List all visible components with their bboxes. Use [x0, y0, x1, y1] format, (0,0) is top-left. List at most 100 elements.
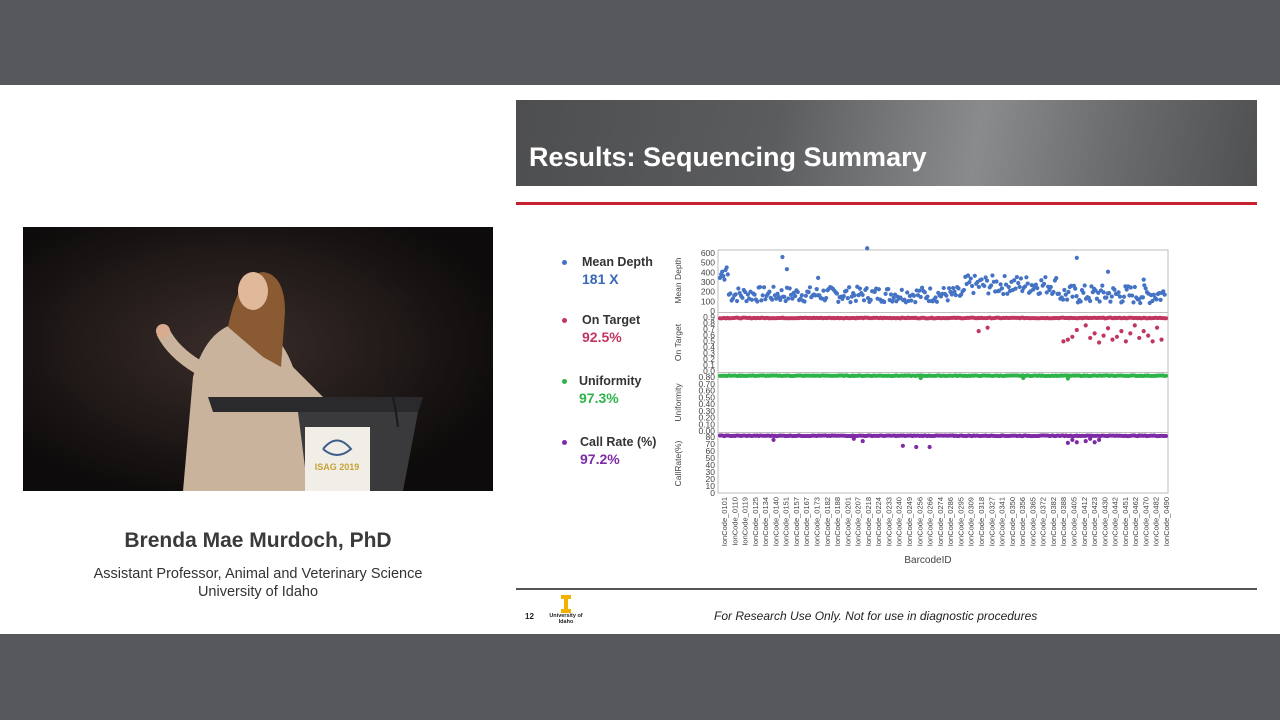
- data-point: [913, 300, 918, 305]
- data-point: [1108, 299, 1113, 304]
- data-point: [1083, 438, 1088, 444]
- data-point: [1078, 299, 1083, 304]
- y-axis-label: CallRate(%): [673, 440, 683, 486]
- x-tick-label: IonCode_0266: [926, 497, 935, 546]
- y-tick-label: 0.30: [698, 406, 715, 416]
- data-point: [928, 286, 933, 291]
- data-point: [844, 288, 849, 293]
- data-point: [998, 282, 1003, 287]
- data-point: [787, 286, 792, 291]
- x-tick-label: IonCode_0167: [802, 497, 811, 546]
- data-point: [763, 297, 768, 302]
- y-tick-label: 0.1: [703, 360, 715, 370]
- data-point: [755, 299, 760, 304]
- data-point: [852, 293, 857, 298]
- data-point: [1065, 376, 1070, 381]
- y-tick-label: 60: [706, 446, 716, 456]
- data-point: [1138, 300, 1143, 306]
- data-point: [857, 286, 863, 291]
- x-tick-label: IonCode_0341: [998, 497, 1007, 546]
- data-point: [1013, 286, 1018, 291]
- data-point: [1039, 278, 1044, 283]
- data-point: [793, 293, 798, 299]
- data-point: [946, 286, 952, 291]
- data-point: [898, 295, 903, 300]
- data-point: [888, 292, 894, 297]
- data-point: [986, 291, 991, 296]
- x-tick-label: IonCode_0442: [1111, 497, 1120, 546]
- data-point: [979, 277, 984, 282]
- x-tick-label: IonCode_0286: [946, 497, 955, 546]
- data-point: [1018, 276, 1024, 281]
- x-tick-label: IonCode_0356: [1018, 497, 1027, 546]
- data-point: [1082, 283, 1087, 288]
- slide-header: Results: Sequencing Summary: [516, 100, 1257, 186]
- data-point: [1065, 440, 1070, 445]
- x-tick-label: IonCode_0218: [864, 497, 873, 546]
- data-point: [1141, 277, 1146, 282]
- data-point: [799, 293, 804, 298]
- y-tick-label: 70: [706, 439, 716, 449]
- data-point: [933, 295, 938, 300]
- x-tick-label: IonCode_0256: [915, 497, 924, 546]
- data-point: [1048, 284, 1053, 290]
- data-point: [951, 285, 956, 291]
- data-point: [894, 299, 899, 304]
- data-point: [1161, 289, 1166, 294]
- data-point: [919, 285, 925, 290]
- y-tick-label: 0.60: [698, 386, 715, 396]
- slide-number: 12: [525, 612, 534, 621]
- data-point: [1093, 288, 1098, 293]
- data-point: [1150, 339, 1155, 344]
- legend-value-on-target: 92.5%: [582, 329, 622, 345]
- data-point: [860, 292, 865, 298]
- data-point: [806, 290, 811, 295]
- y-tick-label: 0: [710, 306, 715, 316]
- data-point: [786, 296, 791, 301]
- data-point: [779, 288, 784, 293]
- data-point: [851, 436, 856, 441]
- y-tick-label: 0.50: [698, 392, 715, 402]
- x-tick-label: IonCode_0388: [1059, 497, 1068, 546]
- podium-top: [208, 397, 423, 412]
- data-point: [1164, 316, 1168, 321]
- y-tick-label: 80: [706, 432, 716, 442]
- data-point: [999, 286, 1005, 291]
- data-point: [985, 325, 990, 330]
- data-point: [909, 298, 914, 303]
- y-tick-label: 400: [701, 267, 715, 277]
- data-point: [972, 273, 977, 278]
- data-point: [1074, 327, 1079, 333]
- data-point: [745, 292, 750, 297]
- data-point: [1088, 436, 1093, 441]
- data-point: [1112, 287, 1117, 292]
- university-logo-text: University of Idaho: [549, 613, 583, 625]
- data-point: [1104, 295, 1109, 300]
- data-point: [834, 291, 840, 296]
- data-point: [952, 289, 957, 294]
- data-point: [761, 285, 767, 290]
- data-point: [778, 297, 783, 302]
- data-point: [1070, 294, 1075, 299]
- data-point: [990, 273, 995, 278]
- x-tick-label: IonCode_0101: [720, 497, 729, 546]
- data-point: [1064, 297, 1070, 302]
- data-point: [1130, 293, 1135, 298]
- data-point: [1062, 287, 1067, 293]
- red-divider: [516, 202, 1257, 205]
- data-point: [911, 293, 917, 298]
- data-point: [945, 298, 950, 303]
- x-tick-label: IonCode_0134: [761, 497, 770, 546]
- data-point: [967, 280, 972, 285]
- y-tick-label: 0.7: [703, 324, 715, 334]
- data-point: [1012, 278, 1017, 283]
- x-tick-label: IonCode_0372: [1039, 497, 1048, 546]
- data-point: [722, 277, 727, 282]
- data-point: [1061, 339, 1066, 344]
- data-point: [1094, 296, 1099, 301]
- data-point: [740, 295, 745, 300]
- data-point: [868, 297, 873, 302]
- data-point: [891, 295, 896, 301]
- x-tick-label: IonCode_0365: [1028, 497, 1037, 546]
- data-point: [1151, 292, 1156, 297]
